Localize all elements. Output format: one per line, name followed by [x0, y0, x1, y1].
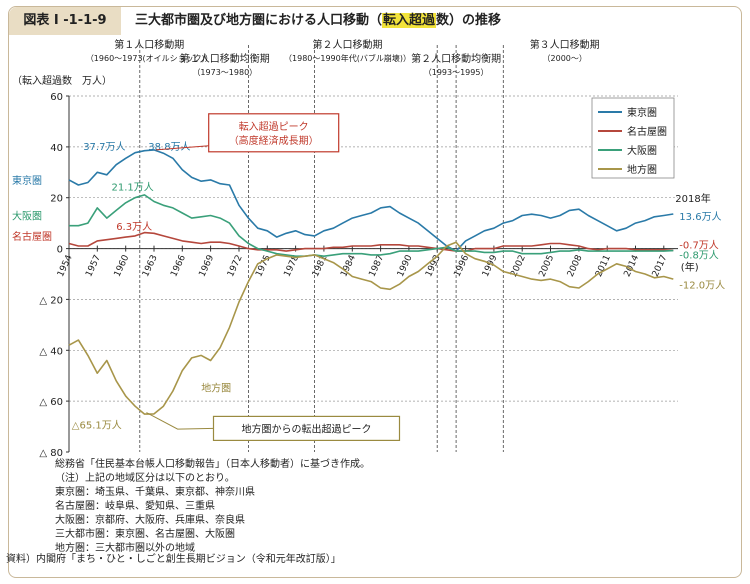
y-tick-label: △ 20: [39, 295, 63, 306]
x-tick-label: 1969: [198, 253, 217, 278]
period-range: （2000～）: [543, 54, 587, 63]
period-range: （1980～1990年代(バブル崩壊)）: [284, 53, 411, 63]
figure-number: 図表 I -1-1-9: [9, 7, 121, 35]
peak-in-subtitle: （高度経済成長期）: [229, 134, 319, 147]
end-value-osaka: -0.8万人: [679, 250, 719, 262]
x-tick-label: 1954: [56, 253, 75, 278]
period-name: 第１人口移動期: [114, 38, 184, 51]
period-range: （1960～1973(オイルショック)）: [86, 54, 213, 63]
x-unit-label: (年): [681, 261, 699, 274]
x-tick-label: 2008: [566, 253, 585, 278]
region-label-left: 東京圏: [12, 174, 42, 187]
end-value-tokyo: 13.6万人: [679, 211, 721, 223]
period-range: （1973～1980）: [192, 68, 257, 77]
period-name: 第３人口移動期: [530, 38, 600, 51]
period-name: 第２人口移動均衡期: [411, 52, 501, 65]
x-tick-label: 1966: [169, 253, 188, 278]
grid-lines: [69, 45, 678, 452]
note-line: 地方圏：三大都市圏以外の地域: [55, 543, 195, 554]
end-value-nagoya: -0.7万人: [679, 240, 719, 252]
y-tick-label: △ 40: [39, 346, 63, 357]
region-label-left: 大阪圏: [12, 210, 42, 223]
series-line-osaka: [69, 194, 674, 258]
note-line: 名古屋圏：岐阜県、愛知県、三重県: [55, 501, 215, 512]
peak-out-box: [212, 415, 401, 441]
end-value-chiho: -12.0万人: [679, 279, 725, 291]
title-part: ）の推移: [449, 13, 502, 28]
figure-title: 三大都市圏及び地方圏における人口移動（転入超過数）の推移: [135, 7, 501, 35]
x-tick-label: 2005: [537, 254, 556, 279]
series-line-nagoya: [68, 231, 674, 252]
title-part: 数: [436, 13, 450, 28]
chiho-series-label: 地方圏: [201, 381, 231, 394]
year-2018-label: 2018年: [675, 192, 710, 205]
x-tick-label: 1996: [453, 253, 472, 278]
peak-out-connector: [146, 412, 214, 430]
legend-label: 大阪圏: [627, 144, 657, 157]
y-tick-label: 40: [50, 143, 63, 154]
series-lines: [68, 149, 674, 415]
y-tick-label: △ 60: [39, 397, 63, 408]
legend-label: 地方圏: [627, 163, 657, 176]
series-line-chiho: [68, 241, 674, 415]
x-tick-label: 1999: [481, 253, 500, 278]
x-tick-label: 2017: [651, 254, 670, 279]
legend-label: 名古屋圏: [627, 125, 667, 138]
x-tick-label: 1987: [368, 254, 387, 279]
x-tick-label: 1972: [226, 254, 245, 279]
period-headers: 第１人口移動期 （1960～1973(オイルショック)）第１人口移動均衡期 （197…: [86, 38, 600, 77]
y-tick-label: △ 80: [39, 448, 63, 459]
y-tick-label: 20: [50, 194, 63, 205]
period-name: 第２人口移動期: [313, 38, 383, 51]
series-line-tokyo: [68, 149, 674, 252]
y-axis-label: （転入超過数 万人）: [12, 74, 112, 87]
peak-in-connector: [155, 145, 209, 151]
note-line: （注）上記の地域区分は以下のとおり。: [55, 473, 235, 484]
peak-in-title: 転入超過ピーク: [239, 120, 309, 133]
notes: 総務省「住民基本台帳人口移動報告」（日本人移動者）に基づき作成。 （注）上記の地…: [55, 458, 370, 556]
osaka-peak-label: 21.1万人: [112, 182, 154, 194]
nagoya-peak-label: 6.3万人: [116, 221, 152, 233]
peak-in-box: [208, 113, 340, 153]
x-tick-label: 1963: [141, 254, 160, 279]
y-tick-label: 0: [57, 245, 63, 256]
title-highlight: 転入超過: [382, 13, 437, 28]
title-part: 三大都市圏及び地方圏における人口移動（: [135, 13, 383, 28]
x-tick-label: 1960: [113, 253, 132, 278]
legend-label: 東京圏: [627, 106, 657, 119]
source-note: 資料）内閣府「まち・ひと・しごと創生長期ビジョン（令和元年改訂版）」: [6, 554, 341, 565]
y-tick-label: 60: [50, 92, 63, 103]
region-label-left: 名古屋圏: [12, 230, 52, 243]
tokyo-1962-label: 37.7万人: [83, 141, 125, 153]
note-line: 総務省「住民基本台帳人口移動報告」（日本人移動者）に基づき作成。: [55, 459, 370, 470]
x-tick-label: 1984: [339, 253, 358, 278]
x-tick-label: 1993: [424, 254, 443, 279]
note-line: 東京圏：埼玉県、千葉県、東京都、神奈川県: [55, 487, 255, 498]
tokyo-peak-label: 38.8万人: [148, 141, 190, 153]
peak-out-label: 地方圏からの転出超過ピーク: [242, 422, 372, 435]
note-line: 大阪圏：京都府、大阪府、兵庫県、奈良県: [55, 515, 245, 526]
chiho-min-label: △65.1万人: [72, 419, 122, 431]
note-line: 三大都市圏：東京圏、名古屋圏、大阪圏: [55, 529, 235, 540]
x-tick-label: 1957: [84, 254, 103, 279]
figure-header: 図表 I -1-1-9 三大都市圏及び地方圏における人口移動（転入超過数）の推移: [9, 7, 741, 35]
period-name: 第１人口移動均衡期: [180, 52, 270, 65]
